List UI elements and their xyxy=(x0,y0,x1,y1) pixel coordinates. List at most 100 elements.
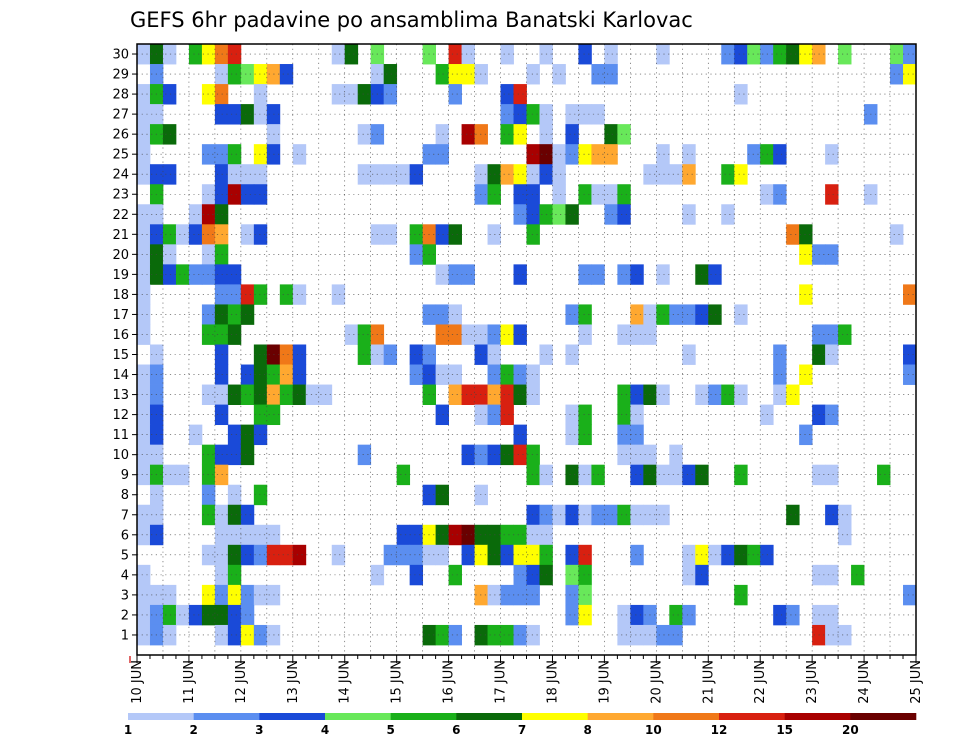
heatmap-cell xyxy=(227,164,242,185)
heatmap-cell xyxy=(240,164,255,185)
heatmap-cell xyxy=(214,584,229,606)
y-tick-label: 12 xyxy=(112,408,129,423)
heatmap-cell xyxy=(500,324,514,345)
heatmap-cell xyxy=(838,524,852,546)
y-tick-label: 28 xyxy=(112,88,129,103)
heatmap-cell xyxy=(435,364,449,385)
heatmap-cell xyxy=(227,484,242,506)
heatmap-cell xyxy=(227,144,242,165)
heatmap-cell xyxy=(137,584,151,606)
heatmap-cell xyxy=(799,244,813,265)
heatmap-cell xyxy=(786,504,800,526)
heatmap-cell xyxy=(214,384,229,405)
heatmap-cell xyxy=(734,464,748,486)
heatmap-cell xyxy=(565,104,579,125)
heatmap-cell xyxy=(409,244,424,265)
heatmap-cell xyxy=(214,544,229,566)
legend-label: 2 xyxy=(189,723,197,737)
heatmap-cell xyxy=(344,84,359,105)
heatmap-cell xyxy=(656,44,670,65)
x-tick-label: 24 JUN xyxy=(857,660,872,704)
heatmap-cell xyxy=(240,224,255,245)
heatmap-cell xyxy=(240,384,255,405)
heatmap-cell xyxy=(669,604,683,626)
heatmap-cell xyxy=(214,604,229,626)
heatmap-cell xyxy=(799,284,813,305)
heatmap-cell xyxy=(526,584,540,606)
heatmap-cell xyxy=(227,304,242,325)
heatmap-cell xyxy=(448,44,462,65)
y-axis: 1234567891011121314151617181920212223242… xyxy=(112,48,137,643)
heatmap-cell xyxy=(137,524,151,546)
heatmap-cell xyxy=(137,424,151,446)
heatmap-cell xyxy=(214,64,229,85)
x-tick-label: 14 JUN xyxy=(338,660,353,704)
heatmap-cell xyxy=(799,224,813,245)
heatmap-cell xyxy=(175,464,190,486)
heatmap-cell xyxy=(279,64,294,85)
heatmap-cell xyxy=(500,524,514,546)
heatmap-cell xyxy=(656,144,670,165)
x-tick-label: 25 JUN xyxy=(909,660,924,704)
heatmap-cell xyxy=(253,384,268,405)
heatmap-cell xyxy=(227,184,242,205)
heatmap-cell xyxy=(578,584,592,606)
heatmap-cell xyxy=(214,624,229,646)
heatmap-cell xyxy=(292,344,307,365)
heatmap-cell xyxy=(617,384,631,405)
y-tick-label: 26 xyxy=(112,128,129,143)
heatmap-cell xyxy=(578,44,592,65)
heatmap-cell xyxy=(331,44,346,65)
heatmap-cell xyxy=(526,564,540,586)
heatmap-cell xyxy=(825,624,839,646)
heatmap-cell xyxy=(617,324,631,345)
legend-swatch xyxy=(522,713,588,720)
heatmap-cell xyxy=(578,424,592,446)
heatmap-cell xyxy=(630,264,644,285)
heatmap-cell xyxy=(331,284,346,305)
heatmap-cell xyxy=(617,404,631,426)
heatmap-cell xyxy=(513,524,527,546)
heatmap-cell xyxy=(786,44,800,65)
heatmap-cell xyxy=(630,504,644,526)
heatmap-cell xyxy=(630,304,644,325)
heatmap-cell xyxy=(253,584,268,606)
x-tick-label: 16 JUN xyxy=(442,660,457,704)
y-tick-label: 15 xyxy=(112,348,129,363)
heatmap-cell xyxy=(786,224,800,245)
heatmap-cell xyxy=(734,544,748,566)
heatmap-cell xyxy=(162,584,177,606)
y-tick-label: 4 xyxy=(121,568,129,583)
heatmap-cell xyxy=(825,564,839,586)
heatmap-cell xyxy=(292,284,307,305)
heatmap-cell xyxy=(383,224,398,245)
heatmap-cell xyxy=(617,204,631,225)
heatmap-cell xyxy=(630,464,644,486)
heatmap-cell xyxy=(578,304,592,325)
heatmap-cell xyxy=(175,604,190,626)
heatmap-cell xyxy=(513,264,527,285)
heatmap-cell xyxy=(630,424,644,446)
heatmap-cell xyxy=(188,264,203,285)
heatmap-cell xyxy=(773,144,787,165)
heatmap-cell xyxy=(747,44,761,65)
heatmap-cell xyxy=(500,544,514,566)
y-tick-label: 24 xyxy=(112,168,129,183)
heatmap-cell xyxy=(825,244,839,265)
heatmap-cell xyxy=(461,64,475,85)
y-tick-label: 8 xyxy=(121,488,129,503)
heatmap-cell xyxy=(240,424,255,446)
heatmap-cell xyxy=(513,584,527,606)
heatmap-cell xyxy=(500,584,514,606)
heatmap-cell xyxy=(734,44,748,65)
heatmap-cell xyxy=(214,284,229,305)
y-tick-label: 27 xyxy=(112,108,129,123)
heatmap-cell xyxy=(721,384,735,405)
y-tick-label: 20 xyxy=(112,248,129,263)
heatmap-cell xyxy=(617,124,631,145)
heatmap-cell xyxy=(747,144,761,165)
heatmap-cell xyxy=(292,364,307,385)
heatmap-cell xyxy=(435,324,449,345)
legend-swatch xyxy=(325,713,391,720)
heatmap-cell xyxy=(292,144,307,165)
